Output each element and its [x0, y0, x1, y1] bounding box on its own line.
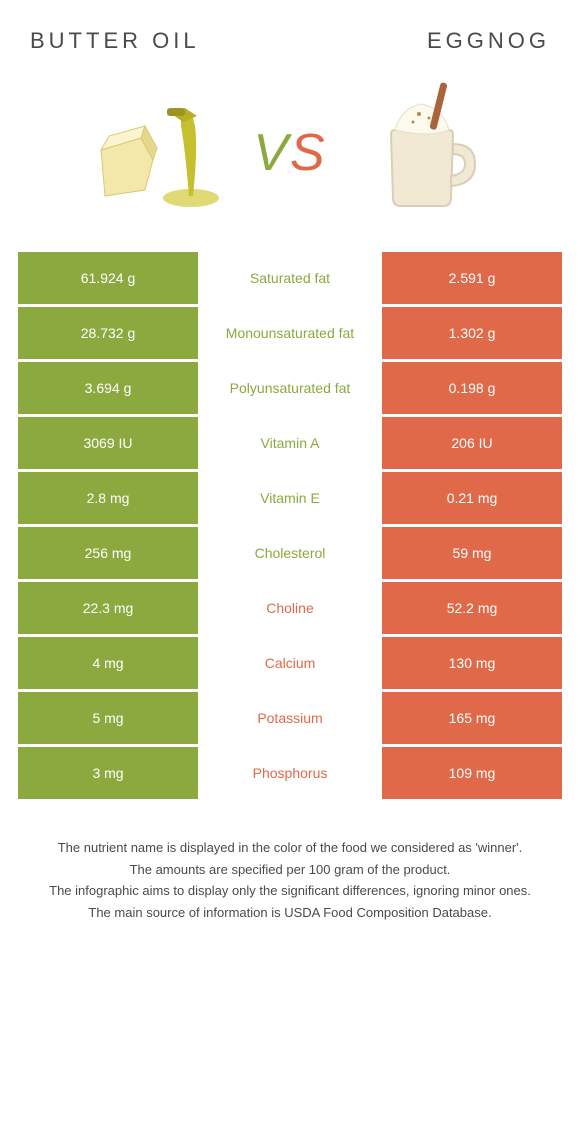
footnote-line: The main source of information is USDA F…: [34, 903, 546, 923]
right-value: 0.21 mg: [382, 472, 562, 524]
table-row: 256 mgCholesterol59 mg: [18, 527, 562, 579]
left-value: 2.8 mg: [18, 472, 198, 524]
vs-s: S: [290, 124, 327, 182]
right-value: 1.302 g: [382, 307, 562, 359]
left-value: 3 mg: [18, 747, 198, 799]
butter-oil-icon: [83, 78, 233, 228]
title-right: Eggnog: [427, 28, 550, 54]
table-row: 3.694 gPolyunsaturated fat0.198 g: [18, 362, 562, 414]
vs-row: VS: [0, 64, 580, 252]
nutrient-label: Cholesterol: [198, 527, 382, 579]
footnote-line: The nutrient name is displayed in the co…: [34, 838, 546, 858]
right-value: 2.591 g: [382, 252, 562, 304]
nutrient-label: Calcium: [198, 637, 382, 689]
nutrient-label: Vitamin E: [198, 472, 382, 524]
nutrient-label: Choline: [198, 582, 382, 634]
right-value: 206 IU: [382, 417, 562, 469]
table-row: 61.924 gSaturated fat2.591 g: [18, 252, 562, 304]
left-value: 3.694 g: [18, 362, 198, 414]
title-left: Butter oil: [30, 28, 200, 54]
left-value: 61.924 g: [18, 252, 198, 304]
right-value: 165 mg: [382, 692, 562, 744]
butter-oil-image: [83, 78, 233, 228]
right-value: 52.2 mg: [382, 582, 562, 634]
nutrient-label: Polyunsaturated fat: [198, 362, 382, 414]
left-value: 4 mg: [18, 637, 198, 689]
nutrient-label: Phosphorus: [198, 747, 382, 799]
table-row: 2.8 mgVitamin E0.21 mg: [18, 472, 562, 524]
right-value: 59 mg: [382, 527, 562, 579]
left-value: 256 mg: [18, 527, 198, 579]
nutrient-label: Potassium: [198, 692, 382, 744]
table-row: 22.3 mgCholine52.2 mg: [18, 582, 562, 634]
left-value: 5 mg: [18, 692, 198, 744]
vs-v: V: [253, 124, 290, 182]
table-row: 3 mgPhosphorus109 mg: [18, 747, 562, 799]
footnotes: The nutrient name is displayed in the co…: [0, 802, 580, 922]
footnote-line: The infographic aims to display only the…: [34, 881, 546, 901]
comparison-table: 61.924 gSaturated fat2.591 g28.732 gMono…: [0, 252, 580, 799]
right-value: 0.198 g: [382, 362, 562, 414]
eggnog-image: [347, 78, 497, 228]
vs-badge: VS: [253, 123, 326, 183]
left-value: 28.732 g: [18, 307, 198, 359]
left-value: 3069 IU: [18, 417, 198, 469]
table-row: 4 mgCalcium130 mg: [18, 637, 562, 689]
table-row: 5 mgPotassium165 mg: [18, 692, 562, 744]
left-value: 22.3 mg: [18, 582, 198, 634]
header: Butter oil Eggnog: [0, 0, 580, 64]
nutrient-label: Monounsaturated fat: [198, 307, 382, 359]
table-row: 28.732 gMonounsaturated fat1.302 g: [18, 307, 562, 359]
nutrient-label: Vitamin A: [198, 417, 382, 469]
eggnog-icon: [347, 78, 497, 228]
footnote-line: The amounts are specified per 100 gram o…: [34, 860, 546, 880]
nutrient-label: Saturated fat: [198, 252, 382, 304]
table-row: 3069 IUVitamin A206 IU: [18, 417, 562, 469]
right-value: 109 mg: [382, 747, 562, 799]
right-value: 130 mg: [382, 637, 562, 689]
